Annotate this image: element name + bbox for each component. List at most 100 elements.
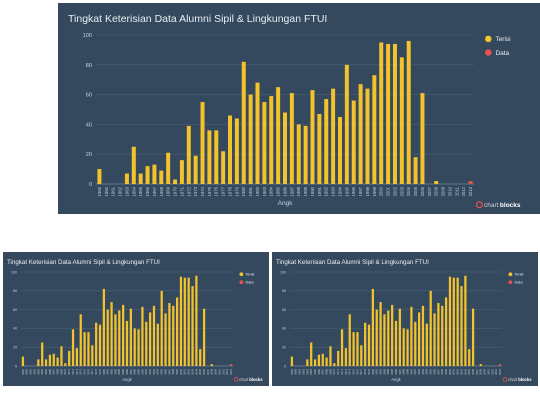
bar-terisi-1991 (145, 321, 148, 366)
x-tick-label: 1980 (102, 368, 106, 374)
chart-svg: Tingkat Keterisian Data Alumni Sipil & L… (68, 13, 521, 209)
bar-terisi-2003 (191, 286, 194, 366)
brand-text-blocks: blocks (500, 202, 521, 209)
y-tick-label: 60 (86, 93, 92, 99)
x-tick-label: 2008 (479, 368, 483, 374)
bar-terisi-1981 (106, 309, 109, 366)
x-tick-label: 1962 (118, 186, 123, 196)
bar-terisi-1977 (221, 151, 226, 184)
bar-terisi-2008 (434, 181, 439, 184)
x-tick-label: 1976 (214, 186, 219, 196)
bar-terisi-1988 (402, 328, 405, 366)
x-tick-label: 1962 (301, 368, 305, 374)
brand-text-blocks: blocks (249, 377, 263, 382)
x-tick-label: 1976 (355, 368, 359, 374)
bar-terisi-1995 (344, 64, 349, 184)
x-tick-label: 2013 (229, 368, 233, 374)
x-tick-label: 1955 (21, 368, 25, 374)
x-tick-label: 1971 (179, 186, 184, 196)
bar-terisi-1986 (125, 320, 129, 366)
x-tick-label: 2011 (221, 368, 225, 374)
bar-data-2013 (229, 364, 233, 366)
x-tick-label: 1961 (298, 368, 302, 374)
bar-terisi-2003 (460, 286, 463, 366)
x-tick-label: 1972 (186, 186, 191, 196)
x-tick-label: 1973 (193, 186, 198, 196)
x-tick-label: 2013 (498, 368, 502, 374)
y-tick-label: 20 (282, 345, 286, 349)
x-axis-title: Angk (391, 377, 401, 382)
bar-terisi-1970 (173, 179, 178, 184)
x-tick-label: 1961 (29, 368, 33, 374)
bar-terisi-1979 (367, 324, 371, 366)
bar-terisi-1969 (329, 346, 332, 366)
x-tick-label: 2002 (392, 186, 397, 196)
x-tick-label: 1991 (144, 368, 148, 374)
bar-terisi-1982 (255, 82, 260, 184)
x-tick-label: 2012 (461, 186, 466, 196)
bar-terisi-2008 (210, 364, 213, 366)
bar-terisi-1992 (324, 99, 329, 184)
x-tick-label: 1968 (159, 186, 164, 196)
bar-terisi-2000 (379, 42, 384, 185)
bar-terisi-1994 (156, 323, 159, 366)
bar-terisi-1994 (337, 116, 342, 184)
bar-terisi-1965 (138, 173, 143, 184)
x-tick-label: 1996 (432, 368, 436, 374)
legend-marker-terisi (508, 272, 513, 277)
x-tick-label: 2002 (187, 368, 191, 374)
x-tick-label: 1997 (358, 186, 363, 196)
bar-terisi-1976 (356, 332, 359, 366)
x-tick-label: 1967 (321, 368, 325, 374)
bar-terisi-2001 (386, 43, 391, 184)
x-tick-label: 2007 (475, 368, 479, 374)
x-tick-label: 1991 (317, 186, 322, 196)
legend-label-data: Data (515, 281, 524, 285)
x-tick-label: 1985 (276, 186, 281, 196)
x-tick-label: 2000 (379, 186, 384, 196)
bar-terisi-2005 (468, 349, 471, 366)
x-tick-label: 2005 (198, 368, 202, 374)
x-tick-label: 1960 (104, 186, 109, 196)
x-tick-label: 1966 (48, 368, 52, 374)
brand-text-chart: chart (484, 202, 499, 209)
x-tick-label: 1968 (56, 368, 60, 374)
bar-terisi-1974 (348, 314, 351, 366)
chart-panel-large: Tingkat Keterisian Data Alumni Sipil & L… (58, 3, 540, 214)
bar-terisi-1977 (91, 345, 94, 366)
x-tick-label: 1983 (113, 368, 117, 374)
legend-label-terisi: Terisi (515, 273, 524, 277)
x-tick-label: 1990 (310, 186, 315, 196)
x-tick-label: 1965 (44, 368, 48, 374)
bar-terisi-2006 (420, 93, 425, 184)
x-tick-label: 2000 (448, 368, 452, 374)
x-tick-label: 1963 (36, 368, 40, 374)
x-tick-label: 2007 (206, 368, 210, 374)
x-tick-label: 1984 (117, 368, 121, 374)
x-tick-label: 1997 (167, 368, 171, 374)
x-tick-label: 1963 (124, 186, 129, 196)
x-tick-label: 1955 (97, 186, 102, 196)
bar-terisi-1964 (131, 146, 136, 184)
bar-terisi-1987 (398, 308, 401, 366)
x-tick-label: 1973 (344, 368, 348, 374)
bar-terisi-1990 (310, 90, 315, 184)
bar-terisi-1979 (98, 324, 102, 366)
x-tick-label: 1987 (398, 368, 402, 374)
x-tick-label: 2000 (179, 368, 183, 374)
bar-terisi-1973 (75, 348, 79, 366)
x-tick-label: 1974 (200, 186, 205, 196)
x-tick-label: 1987 (289, 186, 294, 196)
bar-terisi-1990 (141, 306, 144, 366)
bar-terisi-1996 (164, 313, 167, 366)
bar-terisi-1990 (410, 306, 413, 366)
x-tick-label: 2006 (471, 368, 475, 374)
x-tick-label: 1996 (351, 186, 356, 196)
x-tick-label: 1987 (129, 368, 133, 374)
x-tick-label: 1997 (436, 368, 440, 374)
x-tick-label: 2001 (386, 186, 391, 196)
brand-text-chart: chart (239, 377, 249, 382)
x-tick-label: 1979 (367, 368, 371, 374)
bar-terisi-1970 (64, 363, 67, 366)
bar-terisi-1967 (152, 164, 157, 184)
